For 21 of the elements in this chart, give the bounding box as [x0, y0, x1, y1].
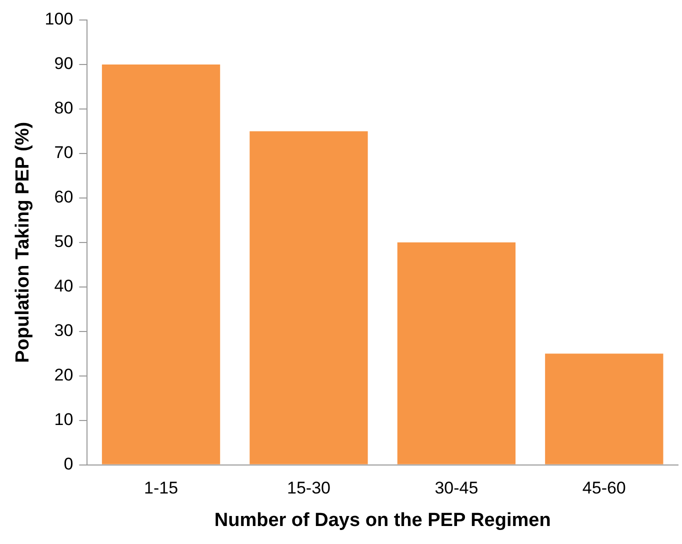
y-tick-label: 10	[54, 410, 74, 430]
y-tick-label: 40	[54, 276, 74, 296]
y-axis-title: Population Taking PEP (%)	[12, 122, 34, 363]
x-tick-label: 1-15	[144, 478, 178, 498]
y-tick-label: 70	[54, 143, 74, 162]
x-tick-label: 45-60	[582, 478, 626, 498]
y-tick-label: 60	[54, 188, 74, 207]
x-axis-title: Number of Days on the PEP Regimen	[214, 510, 551, 531]
bar	[102, 64, 220, 464]
y-tick-label: 20	[54, 366, 74, 385]
y-tick-label: 50	[54, 232, 74, 252]
y-tick-label: 80	[54, 98, 74, 118]
y-tick-label: 90	[54, 54, 74, 74]
bar	[545, 354, 664, 464]
bar	[397, 242, 516, 464]
x-tick-label: 30-45	[434, 478, 478, 498]
y-tick-label: 0	[64, 454, 74, 474]
bar	[250, 131, 368, 464]
y-tick-label: 30	[54, 321, 74, 340]
y-tick-label: 100	[44, 10, 74, 29]
x-tick-label: 15-30	[286, 478, 330, 498]
